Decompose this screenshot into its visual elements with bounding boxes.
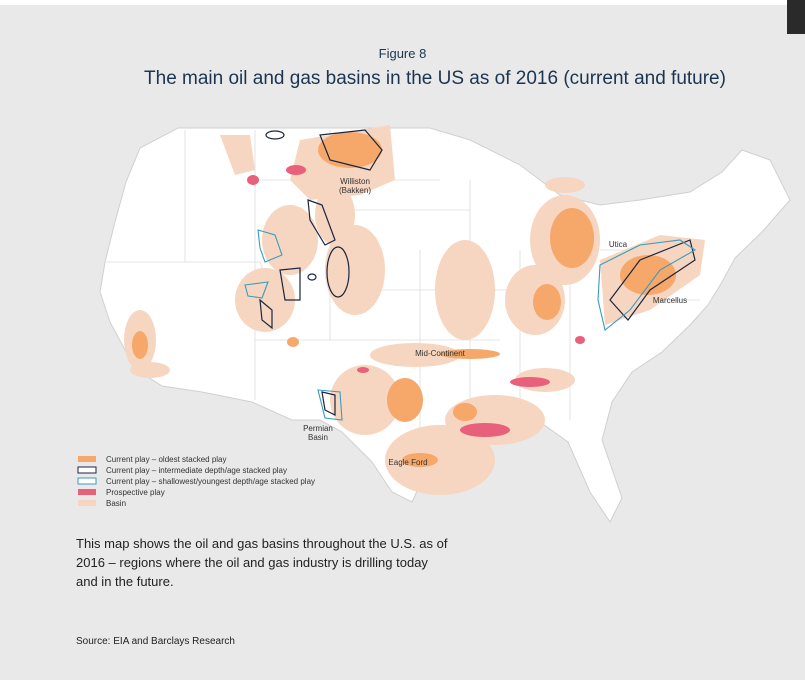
current-intermediate	[259, 129, 696, 416]
source: Source: EIA and Barclays Research	[76, 636, 235, 647]
legend-entry: Basin	[106, 499, 127, 508]
figure-title: The main oil and gas basins in the US as…	[144, 68, 726, 89]
map-label-line: (Bakken)	[338, 186, 371, 195]
legend-swatch	[78, 456, 96, 462]
legend-entry: Current play – shallowest/youngest depth…	[106, 477, 316, 486]
corner-control	[787, 0, 805, 34]
legend-entry: Prospective play	[106, 488, 165, 497]
map-label-line: Marcellus	[652, 296, 688, 305]
legend-swatches	[77, 456, 97, 506]
prospective	[247, 165, 585, 437]
map-label-line: Eagle Ford	[388, 458, 428, 467]
map	[99, 125, 791, 523]
current-shallowest	[244, 229, 697, 421]
map-label-line: Williston	[340, 177, 370, 186]
caption: This map shows the oil and gas basins th…	[76, 536, 448, 589]
legend-entry: Current play – oldest stacked play	[106, 455, 227, 464]
map-label: Marcellus	[645, 296, 695, 305]
map-label-line: Mid-Continent	[415, 349, 465, 358]
map-label-line: Basin	[307, 433, 328, 442]
map-label: Williston (Bakken)	[330, 177, 380, 195]
map-label: Utica	[598, 240, 638, 249]
current-oldest	[132, 132, 676, 467]
map-label-line: Permian	[303, 424, 333, 433]
legend-swatch	[77, 466, 97, 474]
figure-label: Figure 8	[378, 46, 427, 61]
legend-swatch	[78, 489, 96, 495]
map-label: Eagle Ford	[383, 458, 433, 467]
legend-swatch	[78, 500, 96, 506]
top-strip	[0, 0, 805, 5]
map-label: Mid-Continent	[405, 349, 475, 358]
map-label-line: Utica	[608, 240, 628, 249]
legend-entry: Current play – intermediate depth/age st…	[106, 466, 287, 475]
legend-swatch	[77, 477, 97, 485]
map-label: Permian Basin	[293, 424, 343, 442]
